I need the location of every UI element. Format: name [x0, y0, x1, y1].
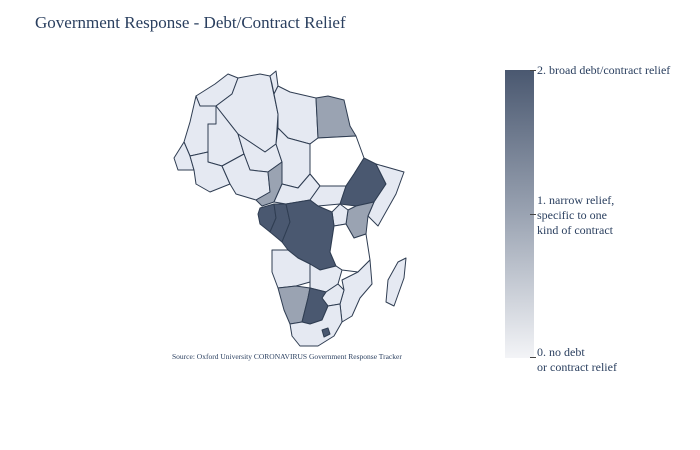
- colorbar-tick-0: [530, 357, 536, 358]
- country-Somalia[interactable]: [367, 163, 405, 227]
- country-Cameroon[interactable]: [255, 161, 283, 207]
- colorbar-tick-1: [530, 214, 536, 215]
- country-Madagascar[interactable]: [385, 257, 407, 307]
- colorbar-label-narrow: 1. narrow relief, specific to one kind o…: [537, 193, 615, 237]
- colorbar-tick-2: [530, 70, 536, 71]
- country-Senegal[interactable]: [173, 141, 195, 171]
- chart-title: Government Response - Debt/Contract Reli…: [35, 13, 346, 32]
- colorbar-label-broad: 2. broad debt/contract relief: [537, 63, 671, 77]
- country-South Africa[interactable]: [289, 303, 343, 347]
- country-Egypt[interactable]: [315, 95, 357, 139]
- colorbar: [505, 70, 534, 358]
- choropleth-map[interactable]: [160, 66, 420, 351]
- country-Lesotho[interactable]: [321, 327, 331, 338]
- colorbar-label-none: 0. no debt or contract relief: [537, 345, 617, 374]
- country-Mozambique[interactable]: [339, 259, 373, 323]
- country-South Sudan[interactable]: [309, 185, 347, 207]
- source-note: Source: Oxford University CORONAVIRUS Go…: [172, 352, 402, 361]
- country-Uganda[interactable]: [331, 203, 349, 227]
